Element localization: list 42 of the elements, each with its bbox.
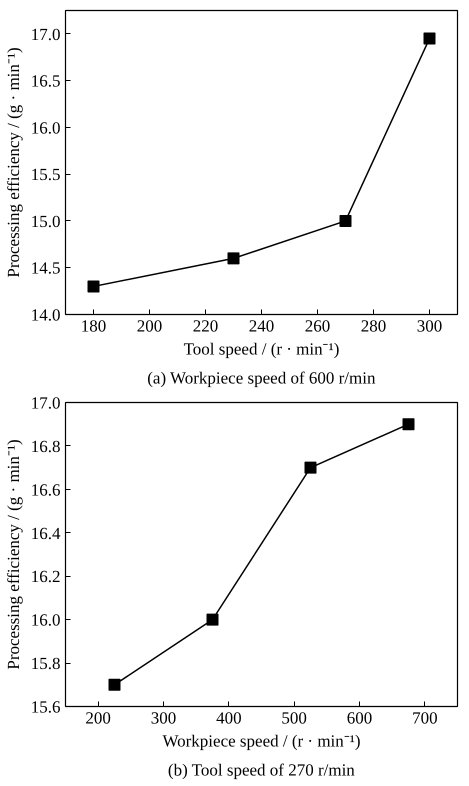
x-axis-title: Tool speed / (r · min⁻¹)	[184, 340, 340, 358]
y-tick-label: 16.5	[30, 72, 60, 91]
y-tick-label: 16.0	[30, 118, 60, 138]
x-tick-label: 500	[281, 708, 307, 728]
x-axis-title: Workpiece speed / (r · min⁻¹)	[162, 732, 361, 750]
point	[228, 252, 240, 264]
x-tick-label: 300	[150, 708, 176, 728]
text: (b) Tool speed of 270 r/min	[168, 760, 356, 780]
y-tick-label: 15.5	[30, 165, 60, 184]
y-axis-title: Processing efficiency / (g · min⁻¹)	[4, 439, 23, 670]
x-tick-label: 200	[85, 708, 111, 728]
x-tick-label: 700	[412, 708, 438, 728]
point	[402, 418, 414, 430]
y-tick-label: 16.0	[30, 610, 60, 630]
x-tick-label: 200	[136, 316, 162, 336]
y-tick-label: 15.8	[30, 654, 60, 674]
point	[108, 678, 120, 691]
x-tick-label: 600	[346, 708, 372, 728]
x-tick-label: 180	[80, 316, 106, 336]
x-tick-label: 300	[416, 316, 442, 336]
y-axis-title: Processing efficiency / (g · min⁻¹)	[4, 47, 23, 278]
point	[424, 32, 436, 45]
y-tick-label: 16.6	[30, 480, 60, 500]
y-tick-label: 17.0	[30, 24, 60, 44]
point	[206, 614, 218, 626]
y-tick-label: 16.8	[30, 436, 60, 456]
x-tick-label: 240	[248, 316, 274, 336]
point	[304, 462, 316, 474]
y-tick-label: 16.4	[30, 524, 61, 543]
point	[340, 214, 352, 227]
x-tick-label: 400	[216, 708, 242, 728]
x-tick-label: 280	[360, 316, 386, 336]
x-tick-label: 220	[192, 316, 218, 336]
point	[88, 280, 100, 292]
y-tick-label: 17.0	[30, 394, 60, 412]
y-tick-label: 16.2	[30, 567, 60, 586]
y-tick-label: 14.5	[30, 258, 60, 278]
x-tick-label: 260	[304, 316, 330, 336]
text: (a) Workpiece speed of 600 r/min	[147, 368, 376, 388]
y-tick-label: 14.0	[30, 306, 60, 324]
y-tick-label: 15.6	[30, 698, 60, 716]
y-tick-label: 15.0	[30, 212, 60, 231]
